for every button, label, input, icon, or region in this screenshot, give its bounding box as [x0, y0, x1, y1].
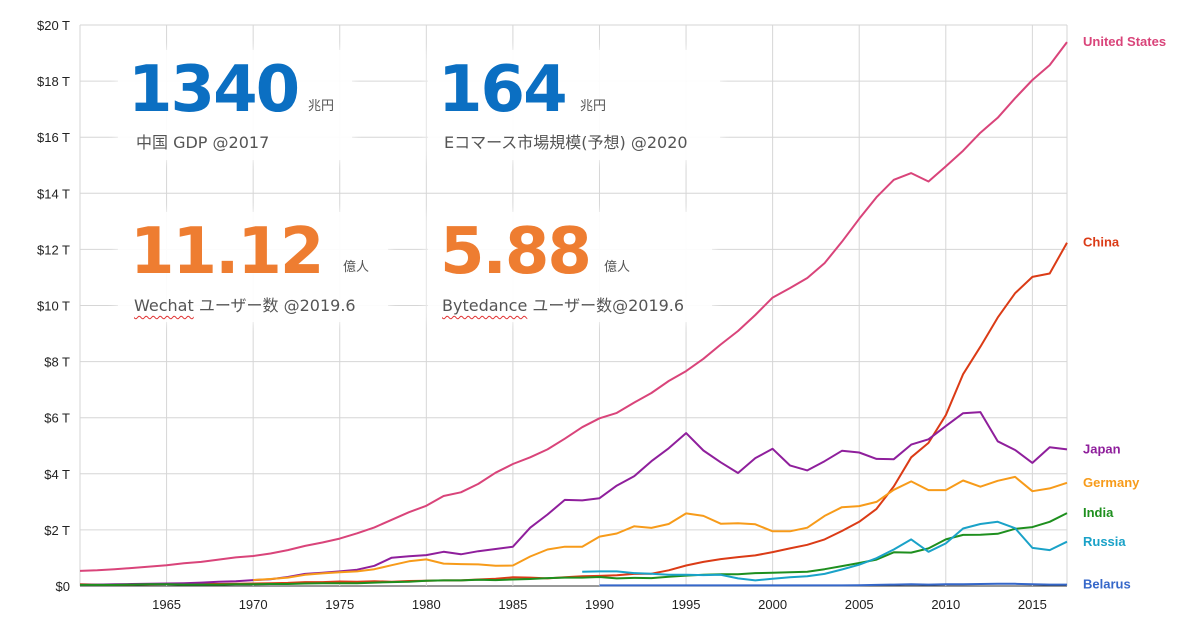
- china-gdp-label: 中国 GDP @2017: [136, 133, 270, 152]
- series-lines: [79, 41, 1068, 587]
- japan-line: [79, 411, 1068, 586]
- germany-line: [253, 475, 1068, 582]
- x-tick-label: 1970: [239, 597, 268, 612]
- bytedance-label-rest: ユーザー数@2019.6: [527, 296, 685, 315]
- wechat-label: Wechat ユーザー数 @2019.6: [134, 292, 356, 316]
- x-axis-ticks: 1965 1970 1975 1980 1985 1990 1995 2000 2005 2010…: [152, 597, 1047, 612]
- x-tick-label: 1980: [412, 597, 441, 612]
- ecommerce-unit: 兆円: [580, 99, 607, 114]
- india-line: [80, 512, 1068, 586]
- x-tick-label: 2010: [931, 597, 960, 612]
- x-tick-label: 2005: [845, 597, 874, 612]
- x-tick-label: 1995: [672, 597, 701, 612]
- united-states-label: United States: [1083, 34, 1166, 49]
- y-tick-label: $4 T: [44, 467, 70, 482]
- x-tick-label: 2015: [1018, 597, 1047, 612]
- ecommerce-card: 164 兆円 Eコマース市場規模(予想) @2020: [428, 50, 720, 160]
- x-tick-label: 1990: [585, 597, 614, 612]
- y-tick-label: $12 T: [37, 242, 70, 257]
- russia-line: [582, 520, 1068, 582]
- wechat-label-rest: ユーザー数 @2019.6: [193, 296, 356, 315]
- bytedance-value: 5.88: [440, 215, 592, 289]
- china-gdp-unit: 兆円: [308, 99, 335, 114]
- ecommerce-value: 164: [438, 53, 568, 127]
- x-tick-label: 1985: [498, 597, 527, 612]
- wechat-unit: 億人: [343, 260, 370, 275]
- wechat-value: 11.12: [130, 215, 324, 289]
- belarus-line: [599, 582, 1067, 587]
- y-tick-label: $2 T: [44, 523, 70, 538]
- wechat-label-word: Wechat: [134, 296, 194, 315]
- china-gdp-value: 1340: [128, 53, 300, 127]
- bytedance-label: Bytedance ユーザー数@2019.6: [442, 292, 684, 316]
- y-tick-label: $10 T: [37, 299, 70, 314]
- x-tick-label: 1975: [325, 597, 354, 612]
- y-tick-label: $20 T: [37, 18, 70, 33]
- y-tick-label: $16 T: [37, 130, 70, 145]
- bytedance-unit: 億人: [604, 260, 631, 275]
- y-tick-label: $0: [56, 579, 70, 594]
- india-label: India: [1083, 505, 1114, 520]
- bytedance-card: 5.88 億人 Bytedance ユーザー数@2019.6: [428, 212, 712, 322]
- series-labels: United States China Japan Germany India Russi…: [1083, 34, 1166, 591]
- germany-label: Germany: [1083, 475, 1140, 490]
- china-gdp-card: 1340 兆円 中国 GDP @2017: [118, 50, 352, 160]
- y-tick-label: $6 T: [44, 411, 70, 426]
- china-label: China: [1083, 235, 1120, 250]
- y-axis-ticks: $0 $2 T $4 T $6 T $8 T $10 T $12 T $14 T $16 T $1…: [37, 18, 70, 594]
- ecommerce-label: Eコマース市場規模(予想) @2020: [444, 133, 688, 152]
- x-tick-label: 1965: [152, 597, 181, 612]
- united-states-line: [79, 41, 1068, 572]
- x-tick-label: 2000: [758, 597, 787, 612]
- belarus-label: Belarus: [1083, 577, 1131, 592]
- y-tick-label: $8 T: [44, 355, 70, 370]
- russia-label: Russia: [1083, 534, 1126, 549]
- wechat-card: 11.12 億人 Wechat ユーザー数 @2019.6: [118, 212, 388, 322]
- y-tick-label: $18 T: [37, 74, 70, 89]
- bytedance-label-word: Bytedance: [442, 296, 528, 315]
- y-tick-label: $14 T: [37, 186, 70, 201]
- japan-label: Japan: [1083, 441, 1121, 456]
